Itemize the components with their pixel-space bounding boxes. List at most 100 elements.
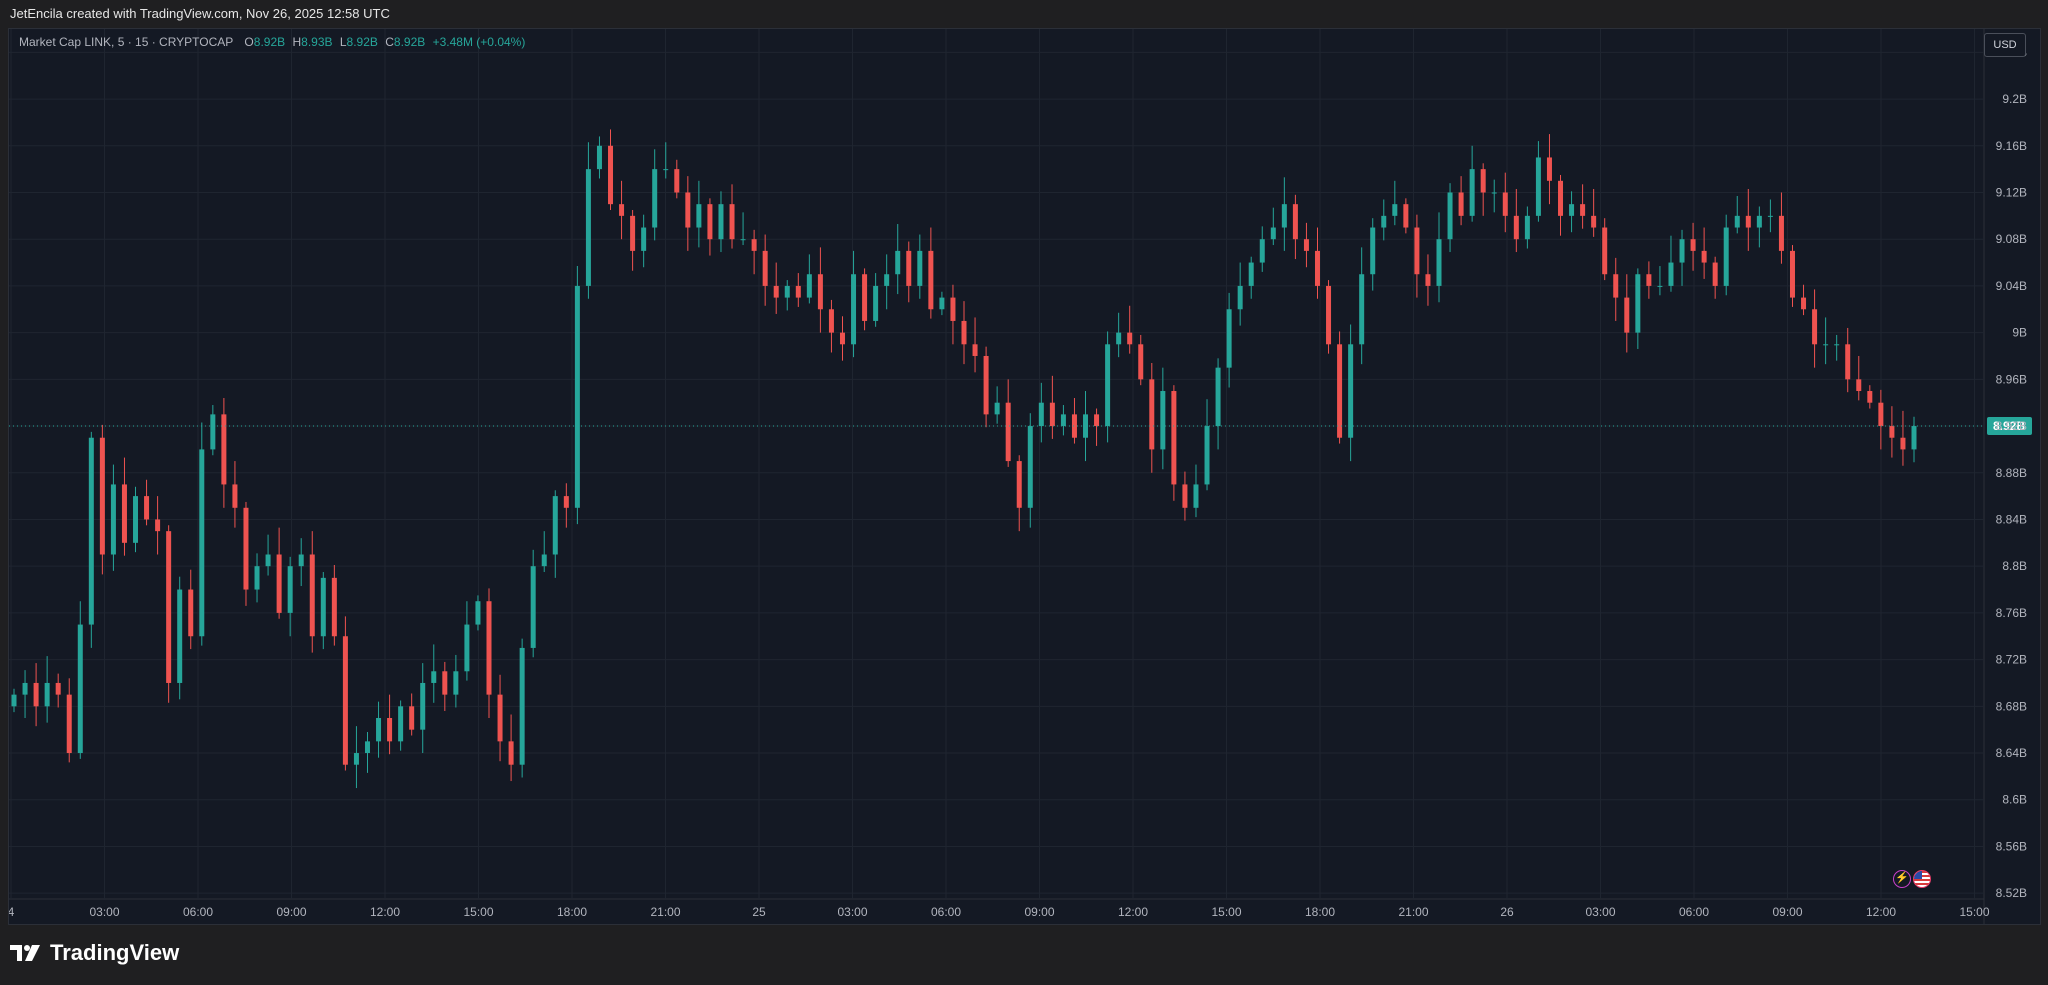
candle-body xyxy=(707,204,713,240)
x-tick-label: 09:00 xyxy=(1024,905,1054,919)
candle-body xyxy=(1370,227,1376,275)
candle-body xyxy=(1668,262,1674,286)
chart-panel[interactable]: 8.92B 9.24B9.2B9.16B9.12B9.08B9.04B9B8.9… xyxy=(8,28,2041,925)
y-tick-label: 8.52B xyxy=(1996,886,2027,900)
candle-body xyxy=(155,519,161,532)
candle-body xyxy=(188,589,194,637)
x-tick-label: 12:00 xyxy=(1118,905,1148,919)
candle-body xyxy=(1778,215,1784,251)
candle-body xyxy=(574,285,580,508)
candle-body xyxy=(1613,274,1619,298)
candle-body xyxy=(939,297,945,310)
candle-body xyxy=(387,717,393,742)
candle-body xyxy=(751,239,757,251)
candlestick-chart[interactable]: 8.92B 9.24B9.2B9.16B9.12B9.08B9.04B9B8.9… xyxy=(9,29,2040,924)
candle-body xyxy=(1215,367,1221,427)
candle-body xyxy=(895,250,901,275)
time-axis[interactable]: 4 03:00 06:00 09:00 12:00 15:00 18:00 21:00 25 03… xyxy=(9,905,1990,919)
candle-body xyxy=(1038,402,1044,427)
candle-body xyxy=(1580,204,1586,216)
candle-body xyxy=(1569,204,1575,216)
candle-body xyxy=(983,355,989,415)
x-tick-label: 09:00 xyxy=(1772,905,1802,919)
candle-body xyxy=(1292,204,1298,240)
price-axis[interactable]: 9.24B9.2B9.16B9.12B9.08B9.04B9B8.96B8.92… xyxy=(1996,45,2027,900)
y-tick-label: 9.2B xyxy=(2002,92,2027,106)
candle-body xyxy=(464,624,470,672)
candle-body xyxy=(1900,437,1906,450)
candle-body xyxy=(1226,309,1232,368)
candle-body xyxy=(431,671,437,683)
us-flag-icon[interactable] xyxy=(1913,870,1931,888)
candle-body xyxy=(1845,344,1851,380)
candle-body xyxy=(353,753,359,765)
candle-body xyxy=(1127,332,1133,345)
candle-body xyxy=(1337,344,1343,438)
candle-body xyxy=(1469,169,1475,216)
candle-body xyxy=(663,169,669,171)
candle-body xyxy=(1867,391,1873,403)
candle-body xyxy=(1535,157,1541,216)
candle-body xyxy=(630,215,636,251)
x-tick-label: 12:00 xyxy=(370,905,400,919)
candle-body xyxy=(541,554,547,567)
candle-body xyxy=(1237,285,1243,310)
currency-button[interactable]: USD xyxy=(1984,33,2026,57)
candle-body xyxy=(77,624,83,754)
tradingview-brand[interactable]: TradingView xyxy=(10,940,179,966)
y-tick-label: 8.92B xyxy=(1996,419,2027,433)
symbol-label[interactable]: Market Cap LINK, 5 · 15 · CRYPTOCAP xyxy=(19,35,234,49)
candle-body xyxy=(110,484,116,555)
candle-body xyxy=(1049,402,1055,427)
lightning-icon[interactable]: ⚡ xyxy=(1893,870,1911,888)
candle-body xyxy=(243,507,249,590)
candle-body xyxy=(828,309,834,333)
candle-body xyxy=(652,169,658,228)
candle-body xyxy=(442,671,448,695)
candle-body xyxy=(928,250,934,310)
candle-body xyxy=(1094,414,1100,427)
x-tick-label: 03:00 xyxy=(1585,905,1615,919)
candle-body xyxy=(961,320,967,345)
candle-body xyxy=(11,694,17,707)
candle-body xyxy=(552,496,558,555)
candle-body xyxy=(1425,274,1431,286)
candle-body xyxy=(99,437,105,555)
close-label: C xyxy=(385,35,394,49)
candle-body xyxy=(1447,192,1453,240)
candle-body xyxy=(563,496,569,508)
candle-body xyxy=(784,285,790,298)
candle-body xyxy=(862,274,868,321)
candle-body xyxy=(873,285,879,321)
candle-body xyxy=(773,285,779,298)
candle-body xyxy=(276,554,282,613)
candle-body xyxy=(55,682,61,695)
candle-body xyxy=(817,274,823,310)
x-tick-label: 03:00 xyxy=(89,905,119,919)
candle-body xyxy=(1878,402,1884,427)
candle-body xyxy=(762,250,768,286)
candle-body xyxy=(166,531,172,683)
x-tick-label: 06:00 xyxy=(1679,905,1709,919)
candle-body xyxy=(1138,344,1144,380)
x-tick-label: 18:00 xyxy=(1305,905,1335,919)
x-tick-label: 12:00 xyxy=(1866,905,1896,919)
x-tick-label: 15:00 xyxy=(1211,905,1241,919)
candle-body xyxy=(1745,215,1751,228)
candle-body xyxy=(1502,192,1508,216)
candle-body xyxy=(22,682,28,695)
low-label: L xyxy=(339,35,347,49)
candle-body xyxy=(453,671,459,695)
candle-body xyxy=(177,589,183,683)
candle-body xyxy=(608,145,614,205)
candle-body xyxy=(1524,215,1530,240)
candle-body xyxy=(475,601,481,625)
candle-body xyxy=(1414,227,1420,275)
current-price-label: 8.92B xyxy=(1993,419,2025,433)
candle-body xyxy=(1359,274,1365,345)
candle-body xyxy=(497,694,503,742)
candle-body xyxy=(1105,344,1111,427)
y-tick-label: 8.84B xyxy=(1996,512,2027,526)
y-tick-label: 8.64B xyxy=(1996,746,2027,760)
candle-body xyxy=(1701,250,1707,263)
